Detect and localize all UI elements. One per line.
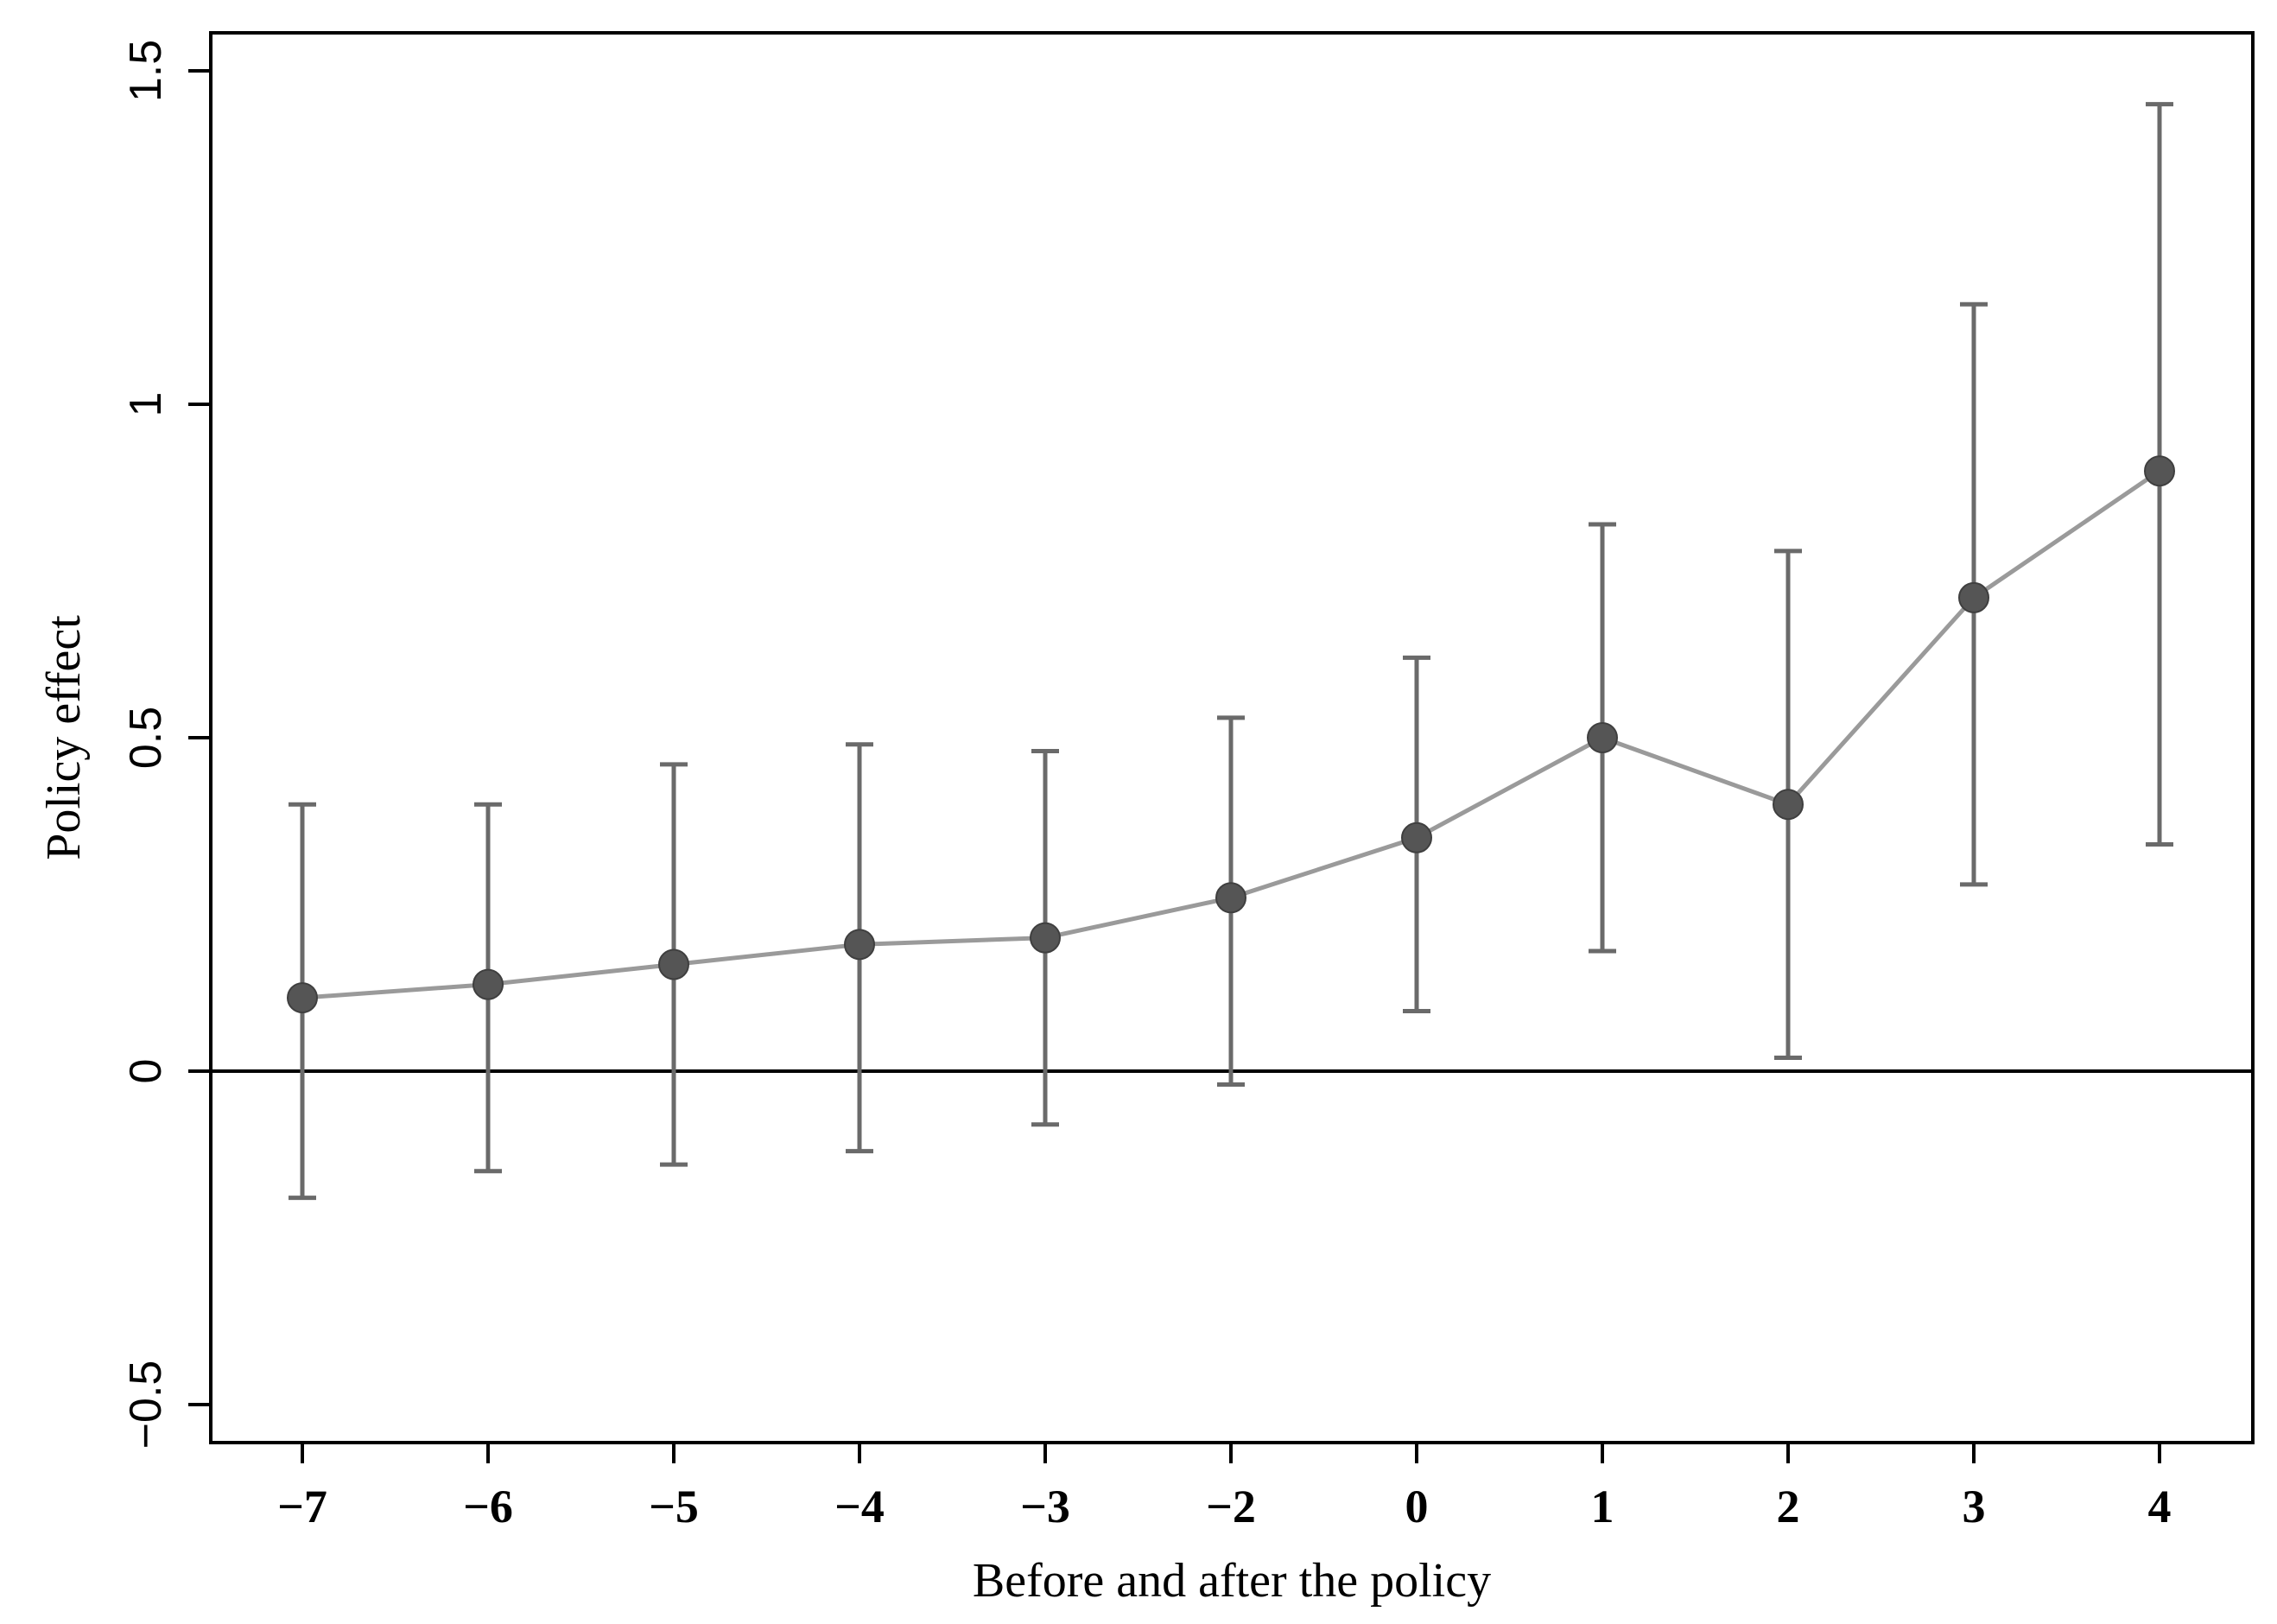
data-point [1030,922,1061,954]
data-point [287,982,318,1014]
error-bars [289,102,2173,1201]
data-point [1401,822,1432,853]
y-axis-label: Policy effect [37,615,91,860]
y-tick-label: 1.5 [121,40,171,102]
y-tick-label: −0.5 [121,1361,171,1450]
x-tick-label: 1 [1591,1481,1614,1532]
x-tick-label: 3 [1963,1481,1986,1532]
data-points [287,455,2175,1014]
x-tick-label: 2 [1777,1481,1800,1532]
x-tick-label: −3 [1020,1481,1070,1532]
data-point [844,929,875,961]
x-tick-label: −5 [649,1481,699,1532]
x-tick-label: −4 [834,1481,885,1532]
data-point [473,968,504,1000]
x-tick-label: 0 [1405,1481,1429,1532]
x-tick-label: −7 [277,1481,327,1532]
data-point [1773,789,1804,821]
data-point [2144,455,2175,487]
y-tick-label: 1 [121,392,171,417]
data-point [1587,722,1618,753]
data-point [1215,882,1246,914]
data-point [658,948,689,980]
y-tick-label: 0.5 [121,707,171,769]
x-tick-label: 4 [2148,1481,2172,1532]
x-tick-label: −2 [1206,1481,1256,1532]
x-axis-label: Before and after the policy [973,1554,1491,1608]
data-point [1958,581,1989,613]
x-tick-label: −6 [463,1481,513,1532]
y-axis: −0.5 0 0.5 1 1.5 [121,40,211,1449]
y-tick-label: 0 [121,1059,171,1084]
x-axis: −7 −6 −5 −4 −3 −2 0 1 2 3 4 [277,1443,2172,1532]
